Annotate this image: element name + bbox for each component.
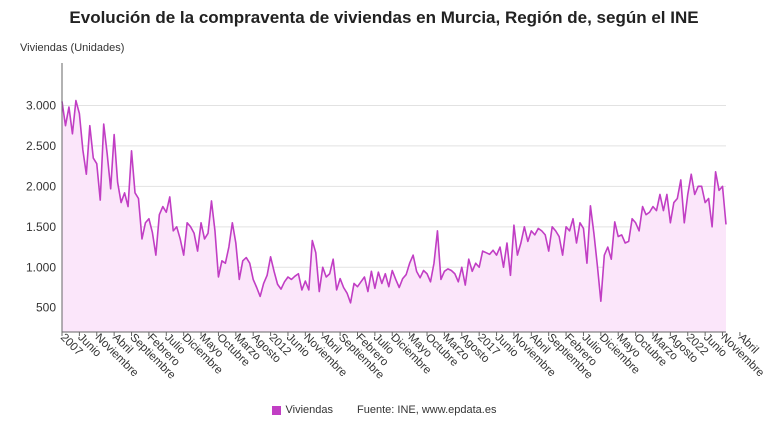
legend-swatch <box>271 405 281 415</box>
y-tick-label: 2.500 <box>26 139 56 153</box>
source-note: Fuente: INE, www.epdata.es <box>357 404 497 416</box>
y-tick-label: 500 <box>36 301 56 315</box>
legend: Viviendas Fuente: INE, www.epdata.es <box>0 404 768 416</box>
y-tick-label: 1.000 <box>26 260 56 274</box>
y-tick-label: 1.500 <box>26 220 56 234</box>
axes <box>61 63 726 333</box>
area-chart: 500 1.000 1.500 2.000 2.500 3.000 2007JunioNo… <box>26 63 766 382</box>
x-tick-labels: 2007JunioNoviembreAbrilSeptiembreFebrero… <box>58 332 766 382</box>
legend-label: Viviendas <box>285 404 334 416</box>
y-axis-label: Viviendas (Unidades) <box>20 42 125 54</box>
chart-title: Evolución de la compraventa de viviendas… <box>69 8 699 27</box>
y-tick-label: 3.000 <box>26 98 56 112</box>
area-layer <box>61 99 727 332</box>
series-area-fill <box>62 100 726 332</box>
series-line-viviendas <box>61 99 727 304</box>
y-tick-label: 2.000 <box>26 179 56 193</box>
y-tick-labels: 500 1.000 1.500 2.000 2.500 3.000 <box>26 98 56 314</box>
